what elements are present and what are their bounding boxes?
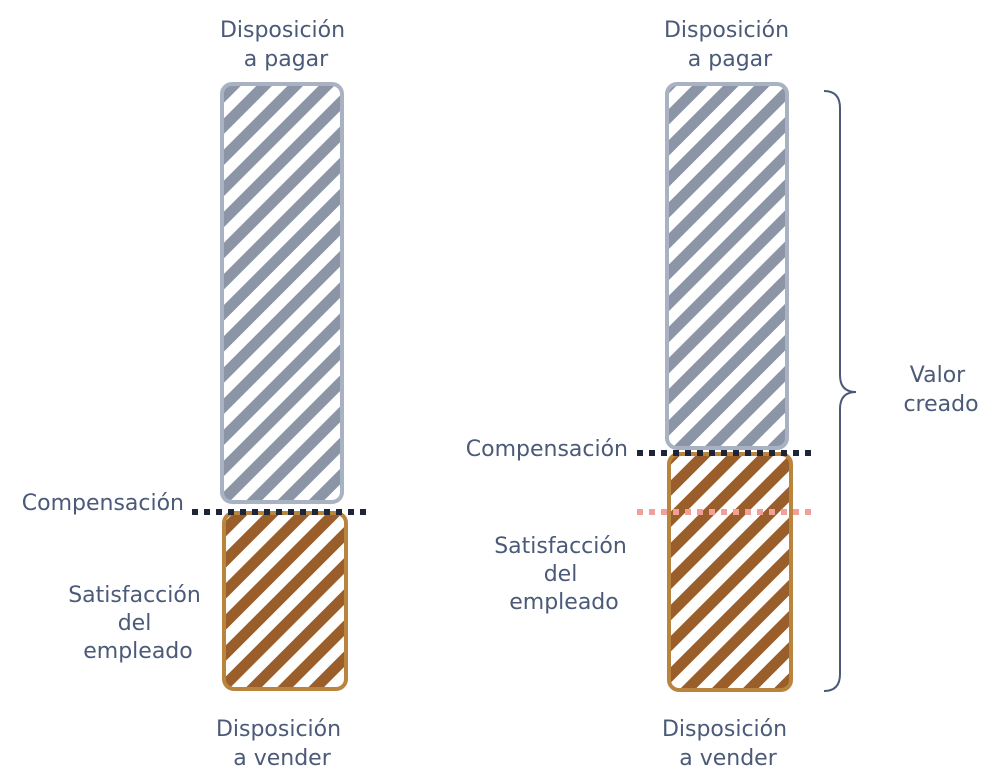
left-employee-satisfaction-bar	[222, 511, 348, 691]
left-compensation-label: Compensación	[22, 491, 184, 516]
right-diagram: Disposición a pagar Compensación Satisfa…	[466, 18, 979, 771]
right-compensation-label: Compensación	[466, 437, 628, 462]
value-created-label: Valor creado	[903, 363, 978, 417]
right-willingness-to-pay-bar	[665, 82, 789, 450]
value-created-brace	[823, 90, 857, 692]
right-satisfaction-label: Satisfacción del empleado	[494, 534, 634, 615]
right-top-label: Disposición a pagar	[664, 18, 796, 72]
left-satisfaction-label: Satisfacción del empleado	[68, 583, 208, 664]
left-bottom-label: Disposición a vender	[216, 717, 348, 771]
left-willingness-to-pay-bar	[220, 82, 344, 504]
left-top-label: Disposición a pagar	[220, 18, 352, 72]
right-bottom-label: Disposición a vender	[662, 717, 794, 771]
left-diagram: Disposición a pagar Compensación Satisfa…	[22, 18, 372, 771]
right-employee-satisfaction-bar	[667, 452, 793, 692]
